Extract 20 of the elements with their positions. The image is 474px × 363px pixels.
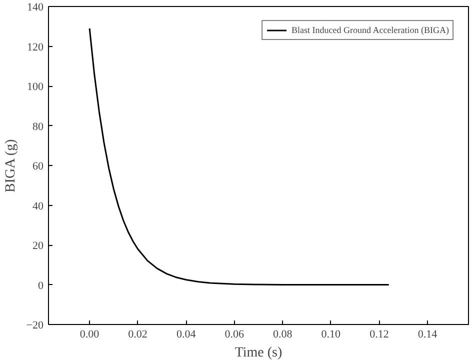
y-tick-label: 80 xyxy=(32,120,44,133)
y-tick-label: 40 xyxy=(32,200,44,212)
y-tick-label: 0 xyxy=(38,280,44,292)
x-tick-label: 0.08 xyxy=(273,328,293,340)
y-axis-title: BIGA (g) xyxy=(3,138,18,193)
y-tick-label: 140 xyxy=(27,2,44,14)
x-tick-label: 0.00 xyxy=(80,328,100,340)
x-tick-label: 0.14 xyxy=(418,328,438,340)
y-tick-label: 60 xyxy=(32,160,44,172)
y-tick-label: 120 xyxy=(27,41,44,54)
x-tick-label: 0.12 xyxy=(370,328,389,340)
x-axis-title: Time (s) xyxy=(234,346,282,360)
x-tick-label: 0.06 xyxy=(224,328,244,340)
y-tick-label: 100 xyxy=(27,81,44,93)
y-tick-label: −20 xyxy=(26,320,44,332)
x-tick-label: 0.10 xyxy=(321,328,342,340)
x-tick-label: 0.04 xyxy=(176,328,196,340)
legend-label: Blast Induced Ground Acceleration (BIGA) xyxy=(292,25,449,35)
x-tick-label: 0.02 xyxy=(128,328,148,340)
y-tick-label: 20 xyxy=(32,240,44,252)
